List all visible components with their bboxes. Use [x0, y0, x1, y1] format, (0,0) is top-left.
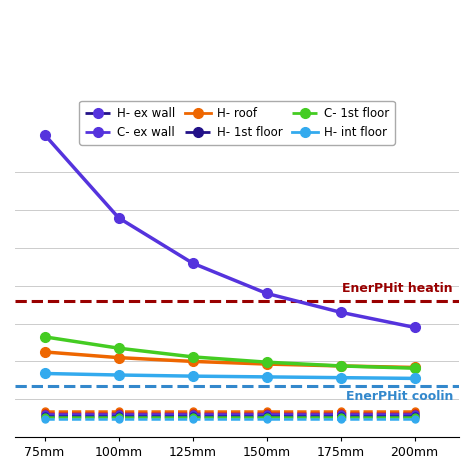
Text: EnerPHit coolin: EnerPHit coolin	[346, 390, 453, 403]
Text: EnerPHit heatin: EnerPHit heatin	[342, 283, 453, 295]
Legend: H- ex wall, C- ex wall, H- roof, H- 1st floor, C- 1st floor, H- int floor: H- ex wall, C- ex wall, H- roof, H- 1st …	[79, 101, 395, 145]
